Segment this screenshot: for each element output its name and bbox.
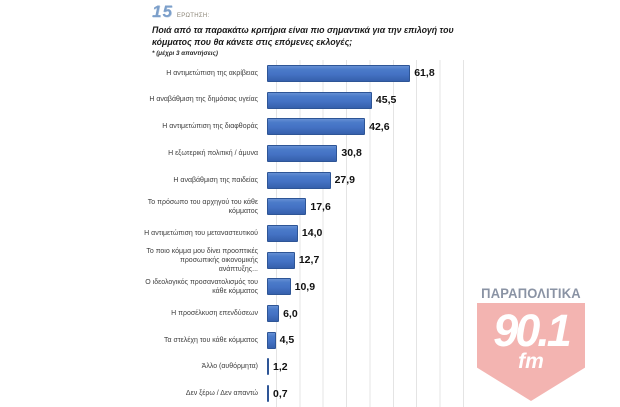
radio-station-logo: ΠΑΡΑΠΟΛΙΤΙΚΑ 90.1 fm [477, 286, 585, 401]
logo-brand-text: ΠΑΡΑΠΟΛΙΤΙΚΑ [481, 286, 581, 301]
value-label: 42,6 [369, 120, 390, 133]
category-label: Το πρόσωπο του αρχηγού του κάθε κόμματος [147, 198, 258, 215]
chart-row: Ο ιδεολογικός προσανατολισμός του κάθε κ… [140, 274, 610, 301]
category-label: Ο ιδεολογικός προσανατολισμός του κάθε κ… [145, 278, 258, 295]
bar-zone: 45,5 [267, 87, 396, 114]
chart-row: Η αντιμετώπιση της διαφθοράς 42,6 [140, 113, 610, 140]
logo-frequency: 90.1 [493, 305, 572, 356]
logo-fm-label: fm [518, 350, 544, 373]
bar [267, 118, 366, 136]
question-number: 15 [152, 2, 173, 21]
chart-row: Τα στελέχη του κάθε κόμματος 4,5 [140, 327, 610, 354]
bar-zone: 17,6 [267, 193, 331, 220]
bar [267, 331, 276, 349]
bar-zone: 6,0 [267, 300, 298, 327]
chart-rows: Η αντιμετώπιση της ακρίβειας 61,8 Η αναβάθ… [140, 60, 610, 407]
bar [267, 224, 298, 242]
chart-row: Η προσέλκυση επενδύσεων 6,0 [140, 300, 610, 327]
category-label: Άλλο (αυθόρμητα) [201, 363, 258, 371]
category-label: Τα στελέχη του κάθε κόμματος [164, 336, 258, 344]
bar [267, 144, 338, 162]
category-label: Η αντιμετώπιση της διαφθοράς [162, 123, 258, 131]
category-label: Η αναβάθμιση της παιδείας [173, 176, 258, 184]
bar-zone: 30,8 [267, 140, 362, 167]
value-label: 4,5 [279, 334, 295, 347]
bar [267, 64, 411, 82]
bar-zone: 4,5 [267, 327, 294, 354]
bar-zone: 14,0 [267, 220, 322, 247]
value-label: 0,7 [273, 387, 288, 400]
bar-zone: 12,7 [267, 247, 319, 274]
category-label: Η αναβάθμιση της δημόσιας υγείας [149, 96, 258, 104]
chart-row: Η αντιμετώπιση της ακρίβειας 61,8 [140, 60, 610, 87]
value-label: 12,7 [298, 254, 320, 267]
question-label: ΕΡΩΤΗΣΗ: [176, 13, 210, 19]
question-number-line: 15 ΕΡΩΤΗΣΗ: [152, 2, 487, 22]
bar-zone: 0,7 [267, 380, 288, 407]
value-label: 1,2 [273, 360, 288, 373]
bar-zone: 10,9 [267, 274, 315, 301]
chart-row: Το ποιο κόμμα μου δίνει προοπτικές προσω… [140, 247, 610, 274]
bar-zone: 27,9 [267, 167, 355, 194]
category-label: Η εξωτερική πολιτική / άμυνα [168, 149, 258, 157]
chart-row: Το πρόσωπο του αρχηγού του κάθε κόμματος… [140, 193, 610, 220]
bar-zone: 42,6 [267, 113, 390, 140]
chart-row: Η αναβάθμιση της παιδείας 27,9 [140, 167, 610, 194]
category-label: Η προσέλκυση επενδύσεων [171, 309, 258, 317]
value-label: 61,8 [414, 67, 435, 80]
horizontal-bar-chart: Η αντιμετώπιση της ακρίβειας 61,8 Η αναβάθ… [140, 60, 610, 407]
value-label: 6,0 [283, 307, 298, 320]
bar [267, 251, 295, 269]
value-label: 14,0 [301, 227, 323, 240]
category-label: Η αντιμετώπιση της ακρίβειας [166, 69, 258, 77]
category-label: Δεν ξέρω / Δεν απαντώ [185, 390, 258, 398]
question-note: * (μέχρι 3 απαντήσεις) [152, 49, 218, 57]
chart-row: Η αντιμετώπιση του μεταναστευτικού 14,0 [140, 220, 610, 247]
value-label: 17,6 [310, 200, 331, 213]
bar-zone: 61,8 [267, 60, 435, 87]
value-label: 10,9 [294, 280, 316, 293]
bar [267, 171, 331, 189]
bar [267, 358, 269, 376]
bar-zone: 1,2 [267, 354, 288, 381]
value-label: 45,5 [375, 94, 397, 107]
value-label: 30,8 [341, 147, 362, 160]
logo-badge-shield: 90.1 fm [477, 303, 585, 401]
bar [267, 305, 280, 323]
chart-row: Δεν ξέρω / Δεν απαντώ 0,7 [140, 380, 610, 407]
bar [267, 385, 269, 403]
chart-row: Άλλο (αυθόρμητα) 1,2 [140, 354, 610, 381]
bar [267, 91, 372, 109]
question-text: Ποιά από τα παρακάτω κριτήρια είναι πιο … [152, 25, 454, 48]
chart-row: Η εξωτερική πολιτική / άμυνα 30,8 [140, 140, 610, 167]
question-header: 15 ΕΡΩΤΗΣΗ: Ποιά από τα παρακάτω κριτήρι… [152, 2, 487, 57]
bar [267, 198, 307, 216]
plot-gridlines [276, 60, 464, 407]
bar [267, 278, 291, 296]
chart-row: Η αναβάθμιση της δημόσιας υγείας 45,5 [140, 87, 610, 114]
category-label: Το ποιο κόμμα μου δίνει προοπτικές προσω… [146, 247, 258, 273]
value-label: 27,9 [334, 174, 355, 187]
category-label: Η αντιμετώπιση του μεταναστευτικού [144, 229, 258, 237]
